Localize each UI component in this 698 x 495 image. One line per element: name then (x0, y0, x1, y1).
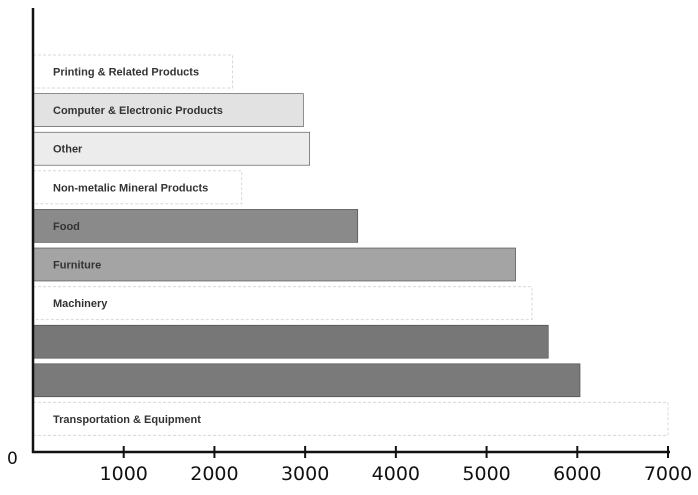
category-label-2: Other (53, 144, 83, 156)
bar-3 (32, 170, 243, 205)
bars-group (32, 54, 669, 436)
category-label-4: Food (53, 221, 80, 233)
bar-1 (32, 93, 304, 127)
origin-label: 0 (7, 449, 18, 469)
x-tick-label-0: 1000 (100, 463, 148, 485)
x-tick-label-6: 7000 (644, 463, 692, 485)
x-tick-label-1: 2000 (190, 463, 238, 485)
category-label-6: Machinery (53, 298, 108, 310)
category-labels-group: Printing & Related Products Computer & El… (53, 67, 223, 426)
x-tick-label-2: 3000 (281, 463, 329, 485)
bar-8 (32, 363, 581, 398)
bar-0 (32, 54, 234, 89)
bar-7 (32, 324, 549, 359)
x-tick-label-3: 4000 (372, 463, 420, 485)
category-label-3: Non-metalic Mineral Products (53, 182, 208, 194)
category-label-9: Transportation & Equipment (53, 414, 201, 426)
category-label-5: Furniture (53, 260, 101, 272)
bar-9 (32, 401, 669, 436)
category-label-0: Printing & Related Products (53, 67, 199, 79)
category-label-1: Computer & Electronic Products (53, 105, 223, 117)
bar-6 (32, 286, 533, 321)
x-tick-label-5: 6000 (553, 463, 601, 485)
bar-4 (32, 209, 359, 243)
x-tick-label-4: 5000 (462, 463, 510, 485)
x-axis-ticks-group: 1000 2000 3000 4000 5000 6000 7000 (100, 446, 692, 485)
bar-5 (32, 247, 516, 282)
